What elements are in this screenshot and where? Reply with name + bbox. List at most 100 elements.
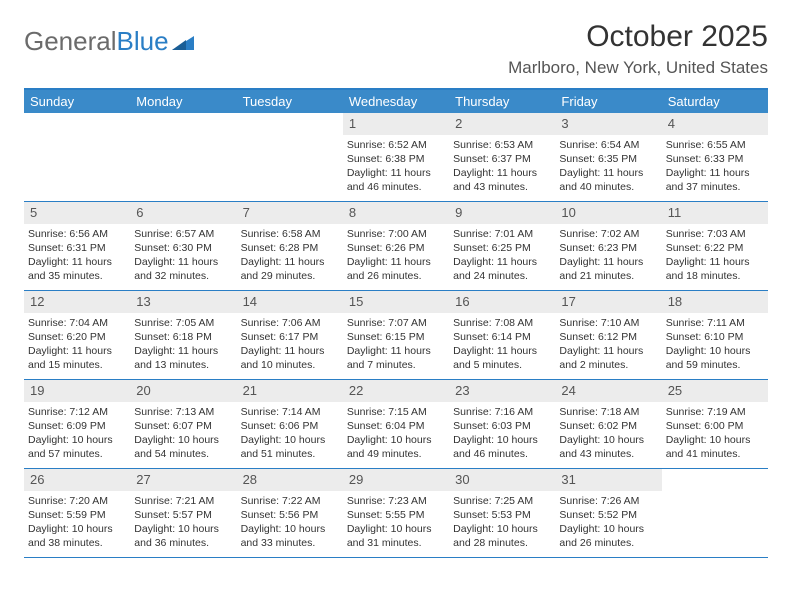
calendar-cell: 27Sunrise: 7:21 AMSunset: 5:57 PMDayligh… <box>130 469 236 557</box>
calendar-cell: 8Sunrise: 7:00 AMSunset: 6:26 PMDaylight… <box>343 202 449 290</box>
calendar-cell: 19Sunrise: 7:12 AMSunset: 6:09 PMDayligh… <box>24 380 130 468</box>
day-number: 23 <box>449 380 555 402</box>
sunset-text: Sunset: 6:14 PM <box>453 330 551 344</box>
sunrise-text: Sunrise: 7:26 AM <box>559 494 657 508</box>
day-number: 12 <box>24 291 130 313</box>
day-number: 10 <box>555 202 661 224</box>
sunrise-text: Sunrise: 7:19 AM <box>666 405 764 419</box>
logo-text-2: Blue <box>117 26 169 57</box>
day-header: Tuesday <box>237 90 343 113</box>
day-number <box>24 113 130 135</box>
daylight1-text: Daylight: 11 hours <box>559 255 657 269</box>
sunset-text: Sunset: 5:56 PM <box>241 508 339 522</box>
daylight2-text: and 35 minutes. <box>28 269 126 283</box>
daylight2-text: and 15 minutes. <box>28 358 126 372</box>
daylight1-text: Daylight: 11 hours <box>347 255 445 269</box>
daylight2-text: and 43 minutes. <box>453 180 551 194</box>
day-number: 8 <box>343 202 449 224</box>
day-number: 17 <box>555 291 661 313</box>
sunset-text: Sunset: 6:26 PM <box>347 241 445 255</box>
day-number: 19 <box>24 380 130 402</box>
logo-triangle-icon <box>172 26 194 57</box>
daylight1-text: Daylight: 11 hours <box>134 255 232 269</box>
sunrise-text: Sunrise: 7:04 AM <box>28 316 126 330</box>
calendar-cell: 2Sunrise: 6:53 AMSunset: 6:37 PMDaylight… <box>449 113 555 201</box>
daylight2-text: and 57 minutes. <box>28 447 126 461</box>
daylight2-text: and 13 minutes. <box>134 358 232 372</box>
day-number: 27 <box>130 469 236 491</box>
daylight2-text: and 59 minutes. <box>666 358 764 372</box>
sunrise-text: Sunrise: 7:15 AM <box>347 405 445 419</box>
sunset-text: Sunset: 6:15 PM <box>347 330 445 344</box>
daylight1-text: Daylight: 10 hours <box>241 522 339 536</box>
day-number <box>130 113 236 135</box>
daylight1-text: Daylight: 11 hours <box>241 255 339 269</box>
calendar-cell: 24Sunrise: 7:18 AMSunset: 6:02 PMDayligh… <box>555 380 661 468</box>
month-title: October 2025 <box>508 20 768 54</box>
sunrise-text: Sunrise: 7:05 AM <box>134 316 232 330</box>
daylight2-text: and 36 minutes. <box>134 536 232 550</box>
day-number: 15 <box>343 291 449 313</box>
calendar-cell: 6Sunrise: 6:57 AMSunset: 6:30 PMDaylight… <box>130 202 236 290</box>
sunset-text: Sunset: 6:28 PM <box>241 241 339 255</box>
calendar-cell: 31Sunrise: 7:26 AMSunset: 5:52 PMDayligh… <box>555 469 661 557</box>
sunrise-text: Sunrise: 6:52 AM <box>347 138 445 152</box>
daylight2-text: and 18 minutes. <box>666 269 764 283</box>
daylight1-text: Daylight: 11 hours <box>347 166 445 180</box>
sunset-text: Sunset: 5:53 PM <box>453 508 551 522</box>
daylight2-text: and 28 minutes. <box>453 536 551 550</box>
calendar-cell: 4Sunrise: 6:55 AMSunset: 6:33 PMDaylight… <box>662 113 768 201</box>
daylight2-text: and 46 minutes. <box>453 447 551 461</box>
calendar-cell: 20Sunrise: 7:13 AMSunset: 6:07 PMDayligh… <box>130 380 236 468</box>
day-number: 30 <box>449 469 555 491</box>
daylight1-text: Daylight: 10 hours <box>347 522 445 536</box>
title-block: October 2025 Marlboro, New York, United … <box>508 20 768 78</box>
daylight1-text: Daylight: 11 hours <box>241 344 339 358</box>
day-number <box>662 469 768 491</box>
daylight1-text: Daylight: 10 hours <box>453 522 551 536</box>
location: Marlboro, New York, United States <box>508 58 768 78</box>
daylight1-text: Daylight: 11 hours <box>666 166 764 180</box>
calendar: Sunday Monday Tuesday Wednesday Thursday… <box>24 88 768 558</box>
sunrise-text: Sunrise: 7:14 AM <box>241 405 339 419</box>
daylight1-text: Daylight: 11 hours <box>134 344 232 358</box>
calendar-cell: 14Sunrise: 7:06 AMSunset: 6:17 PMDayligh… <box>237 291 343 379</box>
daylight2-text: and 40 minutes. <box>559 180 657 194</box>
sunrise-text: Sunrise: 6:54 AM <box>559 138 657 152</box>
sunrise-text: Sunrise: 7:16 AM <box>453 405 551 419</box>
sunset-text: Sunset: 6:07 PM <box>134 419 232 433</box>
daylight2-text: and 54 minutes. <box>134 447 232 461</box>
sunrise-text: Sunrise: 7:02 AM <box>559 227 657 241</box>
day-header: Friday <box>555 90 661 113</box>
sunrise-text: Sunrise: 7:21 AM <box>134 494 232 508</box>
day-number: 9 <box>449 202 555 224</box>
sunset-text: Sunset: 6:33 PM <box>666 152 764 166</box>
calendar-cell: 13Sunrise: 7:05 AMSunset: 6:18 PMDayligh… <box>130 291 236 379</box>
calendar-cell: 18Sunrise: 7:11 AMSunset: 6:10 PMDayligh… <box>662 291 768 379</box>
day-number: 26 <box>24 469 130 491</box>
calendar-cell <box>130 113 236 201</box>
sunrise-text: Sunrise: 7:13 AM <box>134 405 232 419</box>
day-number: 14 <box>237 291 343 313</box>
sunset-text: Sunset: 6:00 PM <box>666 419 764 433</box>
day-header: Thursday <box>449 90 555 113</box>
sunrise-text: Sunrise: 6:56 AM <box>28 227 126 241</box>
day-number: 13 <box>130 291 236 313</box>
sunrise-text: Sunrise: 7:03 AM <box>666 227 764 241</box>
calendar-cell: 9Sunrise: 7:01 AMSunset: 6:25 PMDaylight… <box>449 202 555 290</box>
week-row: 5Sunrise: 6:56 AMSunset: 6:31 PMDaylight… <box>24 202 768 291</box>
daylight1-text: Daylight: 11 hours <box>453 344 551 358</box>
sunset-text: Sunset: 6:35 PM <box>559 152 657 166</box>
sunrise-text: Sunrise: 6:53 AM <box>453 138 551 152</box>
header: GeneralBlue October 2025 Marlboro, New Y… <box>24 20 768 78</box>
calendar-cell <box>662 469 768 557</box>
week-row: 26Sunrise: 7:20 AMSunset: 5:59 PMDayligh… <box>24 469 768 558</box>
sunset-text: Sunset: 6:25 PM <box>453 241 551 255</box>
sunset-text: Sunset: 6:37 PM <box>453 152 551 166</box>
day-header: Sunday <box>24 90 130 113</box>
sunset-text: Sunset: 6:30 PM <box>134 241 232 255</box>
daylight1-text: Daylight: 11 hours <box>347 344 445 358</box>
daylight2-text: and 7 minutes. <box>347 358 445 372</box>
daylight2-text: and 2 minutes. <box>559 358 657 372</box>
sunrise-text: Sunrise: 6:55 AM <box>666 138 764 152</box>
